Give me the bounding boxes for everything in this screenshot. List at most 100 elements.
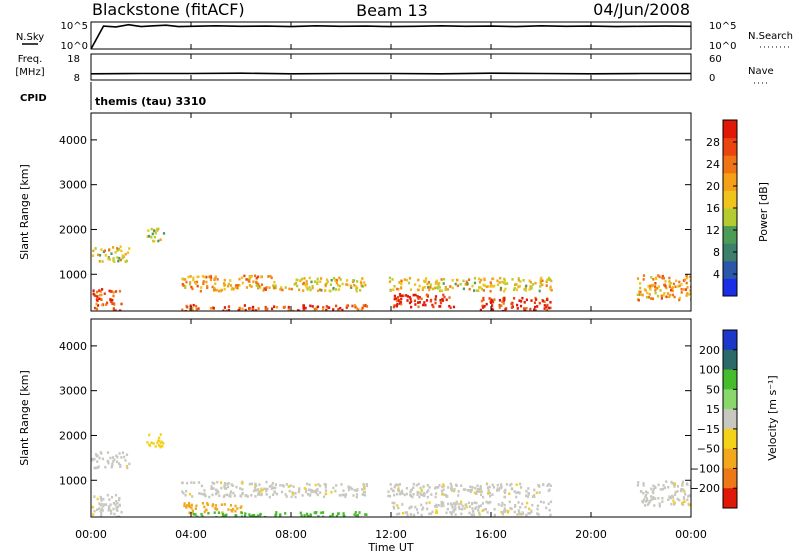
scatter-point (119, 464, 122, 467)
scatter-point (266, 487, 269, 491)
scatter-point (148, 433, 151, 437)
scatter-point (650, 498, 653, 501)
scatter-point (194, 282, 198, 286)
scatter-point (650, 276, 653, 279)
scatter-point (500, 485, 503, 488)
scatter-point (283, 305, 286, 309)
scatter-point (475, 501, 478, 505)
time-axis: 00:00 04:00 08:00 12:00 16:00 20:00 00:00 (75, 22, 707, 541)
x-tick-label: 00:00 (75, 528, 107, 541)
scatter-point (451, 286, 454, 290)
scatter-point (305, 490, 308, 494)
scatter-point (468, 278, 471, 281)
scatter-point (229, 504, 233, 507)
scatter-point (479, 504, 482, 507)
scatter-point (519, 486, 523, 489)
scatter-point (639, 290, 642, 294)
scatter-point (112, 460, 115, 463)
scatter-point (462, 287, 465, 291)
scatter-point (527, 512, 530, 515)
scatter-point (461, 504, 464, 508)
scatter-point (302, 307, 305, 311)
scatter-point (315, 307, 318, 310)
scatter-point (221, 515, 224, 517)
scatter-point (459, 283, 462, 286)
scatter-point (243, 274, 246, 278)
scatter-point (652, 487, 656, 491)
scatter-point (302, 282, 305, 286)
scatter-point (241, 307, 244, 311)
scatter-point (264, 305, 267, 309)
scatter-point (290, 495, 293, 499)
scatter-point (422, 303, 425, 307)
scatter-point (471, 284, 474, 288)
scatter-point (191, 287, 194, 291)
scatter-point (499, 483, 503, 486)
scatter-point (296, 284, 299, 288)
scatter-point (524, 289, 527, 292)
scatter-point (227, 305, 231, 308)
scatter-point (287, 485, 290, 488)
scatter-point (450, 489, 454, 492)
scatter-point (443, 295, 446, 299)
scatter-point (399, 294, 402, 297)
frequency-panel: Freq. [MHz] 18 8 60 0 Nave (15, 53, 774, 84)
colorbar-swatch (723, 208, 737, 227)
scatter-point (108, 507, 111, 511)
scatter-point (280, 490, 284, 494)
scatter-point (417, 305, 420, 309)
scatter-point (482, 296, 485, 300)
scatter-point (204, 494, 207, 498)
scatter-point (457, 490, 460, 493)
scatter-point (324, 289, 327, 292)
scatter-point (405, 278, 409, 282)
scatter-point (524, 286, 527, 289)
scatter-point (460, 484, 463, 487)
scatter-point (296, 278, 299, 282)
scatter-point (230, 483, 233, 486)
scatter-point (410, 488, 413, 491)
scatter-point (477, 487, 480, 491)
scatter-point (162, 442, 165, 445)
scatter-point (398, 483, 401, 486)
scatter-point (531, 283, 535, 286)
scatter-point (684, 288, 688, 291)
scatter-point (257, 282, 260, 286)
scatter-point (108, 289, 111, 293)
scatter-point (200, 484, 203, 488)
scatter-point (435, 505, 438, 508)
scatter-point (487, 501, 490, 505)
power-colorbar-label: Power [dB] (757, 182, 770, 242)
scatter-point (248, 307, 251, 310)
scatter-point (114, 251, 117, 254)
scatter-point (511, 302, 514, 306)
station-title: Blackstone (fitACF) (92, 0, 245, 19)
scatter-point (534, 296, 537, 300)
scatter-point (255, 280, 258, 284)
scatter-point (668, 283, 672, 287)
scatter-point (104, 254, 107, 257)
scatter-point (503, 491, 507, 494)
scatter-point (503, 503, 506, 507)
scatter-point (270, 276, 273, 280)
scatter-point (418, 284, 421, 288)
scatter-point (487, 489, 490, 492)
scatter-point (396, 302, 399, 306)
scatter-point (647, 296, 650, 299)
scatter-point (393, 507, 396, 510)
scatter-point (316, 277, 319, 281)
scatter-point (296, 309, 300, 311)
scatter-point (258, 483, 261, 486)
scatter-point (668, 285, 671, 289)
scatter-point (400, 286, 403, 290)
scatter-point (224, 514, 227, 517)
scatter-point (412, 482, 415, 486)
scatter-point (546, 303, 549, 307)
scatter-point (255, 276, 258, 280)
scatter-point (214, 492, 218, 496)
scatter-point (439, 299, 442, 302)
scatter-point (485, 482, 489, 486)
scatter-point (317, 289, 320, 293)
scatter-point (685, 294, 688, 297)
scatter-point (405, 487, 408, 490)
